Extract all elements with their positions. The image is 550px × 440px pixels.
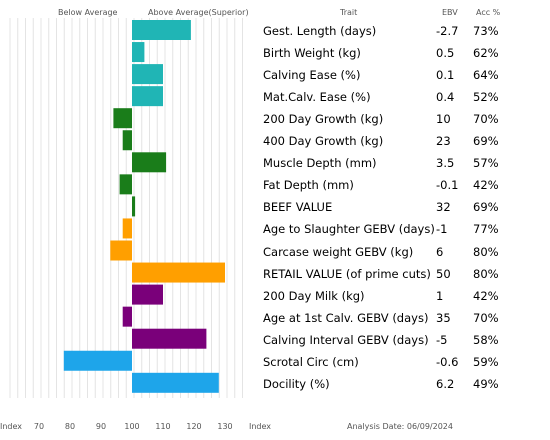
ebv-value: 3.5 [436, 156, 455, 171]
trait-label: Scrotal Circ (cm) [263, 354, 359, 369]
trait-label: Fat Depth (mm) [263, 178, 354, 193]
ebv-column-header: EBV [442, 8, 458, 17]
x-tick-label: 80 [65, 422, 75, 431]
bar [132, 64, 163, 85]
accuracy-value: 49% [473, 376, 499, 391]
ebv-value: 35 [436, 310, 451, 325]
ebv-value: 23 [436, 134, 451, 149]
trait-label: Calving Interval GEBV (days) [263, 332, 429, 347]
ebv-value: -0.6 [436, 354, 459, 369]
ebv-value: 0.1 [436, 68, 455, 83]
accuracy-value: 73% [473, 24, 499, 38]
bar [132, 20, 191, 40]
x-tick-label: 120 [186, 422, 201, 431]
accuracy-value: 57% [473, 156, 499, 171]
bar [63, 350, 132, 371]
bar [132, 284, 163, 305]
trait-label: Muscle Depth (mm) [263, 156, 377, 171]
below-average-header: Below Average [58, 8, 118, 17]
ebv-value: 6 [436, 244, 444, 259]
bar [132, 328, 207, 349]
accuracy-value: 69% [473, 134, 499, 149]
bar [132, 152, 167, 173]
bar [119, 174, 132, 195]
ebv-value: 0.5 [436, 46, 455, 61]
accuracy-value: 42% [473, 178, 499, 193]
accuracy-value: 70% [473, 112, 499, 127]
ebv-value: -0.1 [436, 178, 459, 193]
bar [132, 262, 225, 283]
accuracy-value: 77% [473, 222, 499, 237]
x-tick-label: 70 [34, 422, 44, 431]
accuracy-value: 59% [473, 354, 499, 369]
accuracy-value: 64% [473, 68, 499, 83]
trait-label: Gest. Length (days) [263, 24, 377, 38]
bar [132, 42, 145, 63]
ebv-value: 6.2 [436, 376, 455, 391]
x-tick-label: 100 [124, 422, 139, 431]
trait-label: Calving Ease (%) [263, 68, 361, 83]
acc-column-header: Acc % [476, 8, 501, 17]
x-tick-label: 90 [96, 422, 106, 431]
x-tick-label: 110 [155, 422, 170, 431]
accuracy-value: 70% [473, 310, 499, 325]
ebv-value: 1 [436, 288, 444, 303]
trait-label: Age at 1st Calv. GEBV (days) [263, 310, 429, 325]
trait-column-header: Trait [340, 8, 358, 17]
ebv-value: -2.7 [436, 24, 459, 38]
accuracy-value: 58% [473, 332, 499, 347]
trait-label: Carcase weight GEBV (kg) [263, 244, 414, 259]
accuracy-value: 52% [473, 90, 499, 105]
above-average-header: Above Average(Superior) [148, 8, 249, 17]
bar [132, 196, 136, 217]
ebv-value: 0.4 [436, 90, 455, 105]
index-label-left: Index [0, 422, 23, 431]
accuracy-value: 80% [473, 244, 499, 259]
trait-label: 200 Day Growth (kg) [263, 112, 384, 127]
analysis-date: Analysis Date: 06/09/2024 [347, 422, 453, 431]
ebv-value: -5 [436, 332, 448, 347]
bar [122, 130, 132, 151]
accuracy-value: 80% [473, 266, 499, 281]
trait-label: 400 Day Growth (kg) [263, 134, 384, 149]
trait-label: 200 Day Milk (kg) [263, 288, 365, 303]
index-label-right: Index [249, 422, 272, 431]
ebv-value: -1 [436, 222, 448, 237]
trait-label: Mat.Calv. Ease (%) [263, 90, 371, 105]
trait-label: RETAIL VALUE (of prime cuts) [263, 266, 431, 281]
x-tick-label: 130 [217, 422, 232, 431]
bar [110, 240, 132, 261]
trait-label: BEEF VALUE [263, 200, 333, 215]
bar [132, 86, 163, 107]
accuracy-value: 42% [473, 288, 499, 303]
trait-label: Birth Weight (kg) [263, 46, 361, 61]
bar [122, 218, 132, 239]
bar [113, 108, 132, 129]
bar [122, 306, 132, 327]
ebv-value: 50 [436, 266, 451, 281]
trait-label: Docility (%) [263, 376, 330, 391]
accuracy-value: 69% [473, 200, 499, 215]
ebv-value: 32 [436, 200, 451, 215]
bar [132, 372, 219, 393]
accuracy-value: 62% [473, 46, 499, 61]
trait-label: Age to Slaughter GEBV (days) [263, 222, 435, 237]
ebv-value: 10 [436, 112, 451, 127]
